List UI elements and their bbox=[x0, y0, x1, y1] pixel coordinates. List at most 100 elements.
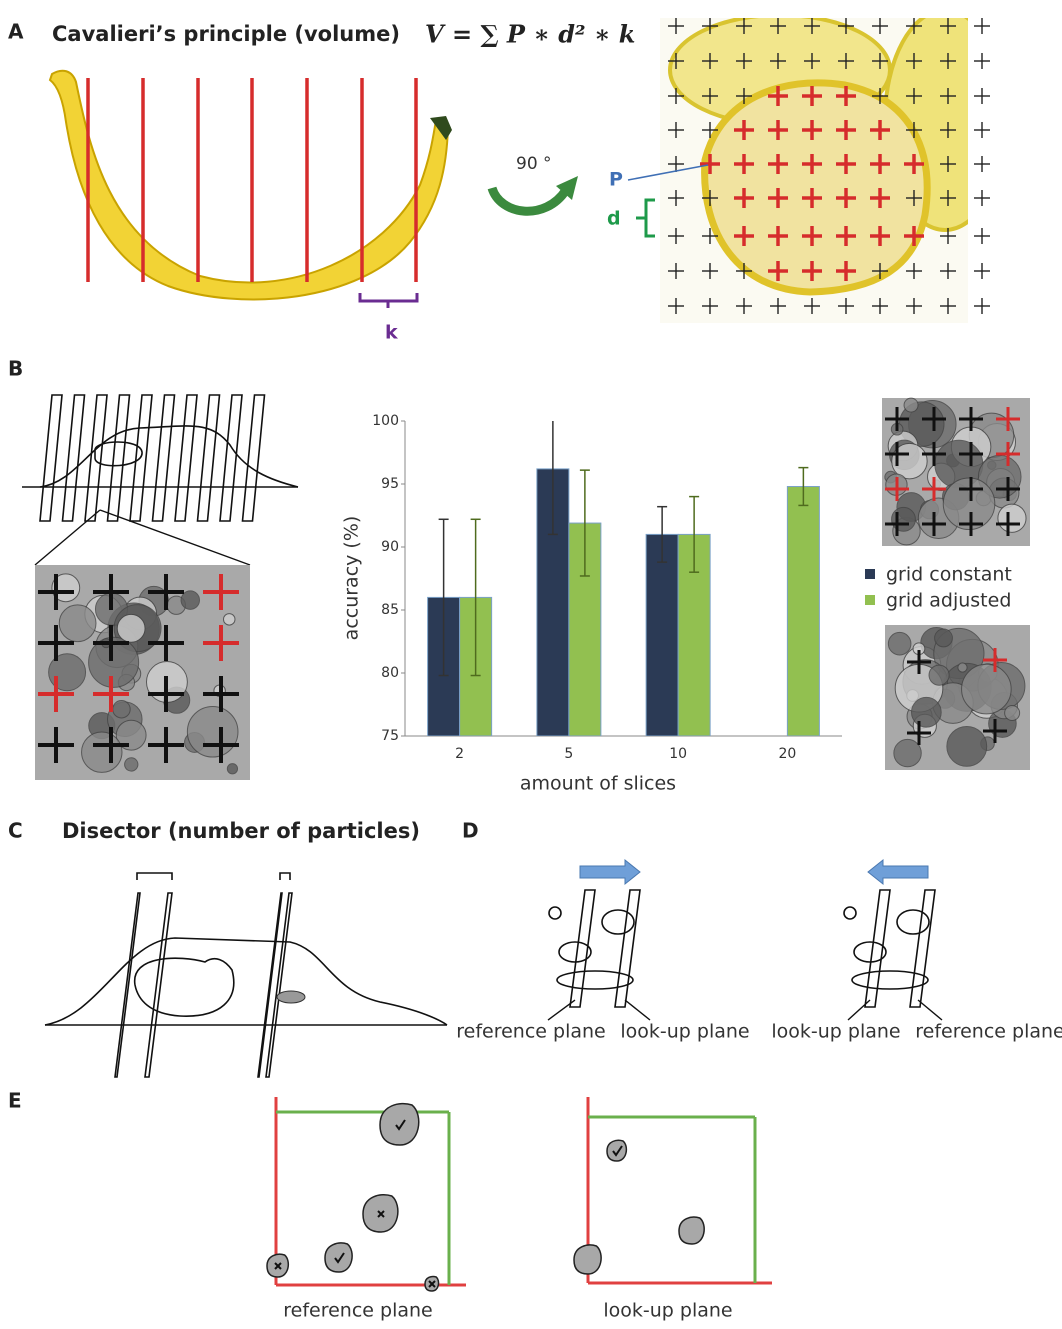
organelle bbox=[113, 700, 130, 717]
slice-plane bbox=[40, 395, 62, 521]
particle bbox=[559, 942, 591, 962]
particle bbox=[844, 907, 856, 919]
label-pointer bbox=[918, 1000, 942, 1020]
banana bbox=[50, 71, 448, 300]
particle bbox=[574, 1245, 601, 1274]
organelle bbox=[894, 739, 921, 766]
organelle bbox=[943, 478, 995, 530]
label-pointer bbox=[848, 1000, 870, 1020]
organelle bbox=[904, 398, 918, 412]
plane-label: look-up plane bbox=[771, 1021, 900, 1043]
plane-label: look-up plane bbox=[603, 1300, 732, 1322]
slice-plane bbox=[220, 395, 242, 521]
rotation-arrow bbox=[492, 188, 566, 211]
cell-outline bbox=[45, 938, 447, 1025]
organelle bbox=[947, 726, 987, 766]
distance-label: d bbox=[607, 208, 621, 230]
body: { "panel_a": {"letter": "A", "title": "C… bbox=[0, 0, 1062, 1325]
plane-label: reference plane bbox=[456, 1021, 605, 1043]
organelle bbox=[187, 706, 238, 757]
y-tick-label: 80 bbox=[381, 665, 399, 681]
slice-plane bbox=[115, 893, 140, 1077]
legend-swatch bbox=[865, 595, 875, 605]
label-pointer bbox=[548, 1000, 575, 1020]
slice-plane bbox=[145, 893, 172, 1077]
organelle bbox=[227, 764, 237, 774]
particle bbox=[679, 1217, 704, 1244]
panel-letter: A bbox=[8, 20, 24, 44]
x-axis-label: amount of slices bbox=[520, 773, 676, 795]
rotation-label: 90 ° bbox=[516, 154, 552, 174]
thickness-label: k bbox=[385, 322, 398, 344]
particle bbox=[607, 1140, 626, 1161]
x-tick-label: 5 bbox=[564, 746, 573, 762]
bracket-k bbox=[360, 293, 417, 308]
banana-slice bbox=[705, 83, 928, 292]
particle bbox=[897, 910, 929, 934]
y-tick-label: 100 bbox=[372, 413, 399, 429]
y-tick-label: 75 bbox=[381, 728, 399, 744]
panel-letter: C bbox=[8, 819, 23, 843]
slice-plane bbox=[108, 395, 130, 521]
organelle bbox=[912, 697, 942, 727]
bracket-d bbox=[636, 200, 655, 236]
nucleus bbox=[135, 958, 234, 1016]
particle bbox=[602, 910, 634, 934]
panel-letter: B bbox=[8, 357, 23, 381]
y-tick-label: 90 bbox=[381, 539, 399, 555]
y-axis-label: accuracy (%) bbox=[341, 516, 363, 641]
organelle bbox=[962, 664, 1012, 714]
point-label: P bbox=[609, 169, 623, 191]
page: Stereology figure html, body { margin: 0… bbox=[0, 0, 1062, 1325]
bar bbox=[646, 534, 678, 736]
organelle bbox=[998, 504, 1026, 532]
micrograph bbox=[885, 625, 1030, 770]
x-tick-label: 10 bbox=[669, 746, 687, 762]
organelle bbox=[125, 758, 138, 771]
organelle bbox=[935, 629, 953, 647]
organelle bbox=[958, 663, 967, 672]
organelle bbox=[888, 632, 911, 655]
legend-label: grid constant bbox=[886, 564, 1012, 586]
plane-label: reference plane bbox=[915, 1021, 1062, 1043]
arrow-left bbox=[868, 860, 928, 884]
slice-plane bbox=[615, 890, 640, 1007]
organelle bbox=[117, 614, 145, 642]
slice-plane bbox=[85, 395, 107, 521]
panel-title: Disector (number of particles) bbox=[62, 819, 420, 843]
particle bbox=[557, 971, 633, 989]
x-tick-label: 20 bbox=[778, 746, 796, 762]
label-pointer bbox=[625, 1000, 650, 1020]
plane-label: look-up plane bbox=[620, 1021, 749, 1043]
particle bbox=[549, 907, 561, 919]
slice-plane bbox=[910, 890, 935, 1007]
organelle bbox=[82, 732, 122, 772]
panel-title: Cavalieri’s principle (volume) bbox=[52, 22, 400, 46]
bracket bbox=[137, 873, 290, 880]
organelle bbox=[892, 507, 916, 531]
slice-plane bbox=[243, 395, 265, 521]
organelle bbox=[929, 665, 949, 685]
organelle bbox=[1005, 705, 1020, 720]
slice-plane bbox=[63, 395, 85, 521]
organelle bbox=[223, 614, 235, 626]
legend-label: grid adjusted bbox=[886, 590, 1011, 612]
figure: 7580859095100251020grid constantgrid adj… bbox=[0, 0, 1062, 1325]
micrograph bbox=[35, 565, 250, 780]
formula: V = ∑ P ∗ d² ∗ k bbox=[425, 20, 635, 49]
particle bbox=[852, 971, 928, 989]
zoom-line bbox=[35, 510, 100, 565]
plot-area bbox=[428, 403, 820, 736]
bar bbox=[787, 487, 819, 736]
plane-label: reference plane bbox=[283, 1300, 432, 1322]
arrow-right bbox=[580, 860, 640, 884]
x-tick-label: 2 bbox=[455, 746, 464, 762]
slice-plane bbox=[153, 395, 175, 521]
particle bbox=[277, 991, 305, 1003]
panel-letter: E bbox=[8, 1089, 22, 1113]
slice-plane bbox=[175, 395, 197, 521]
y-tick-label: 85 bbox=[381, 602, 399, 618]
particle bbox=[380, 1104, 419, 1145]
particle bbox=[854, 942, 886, 962]
